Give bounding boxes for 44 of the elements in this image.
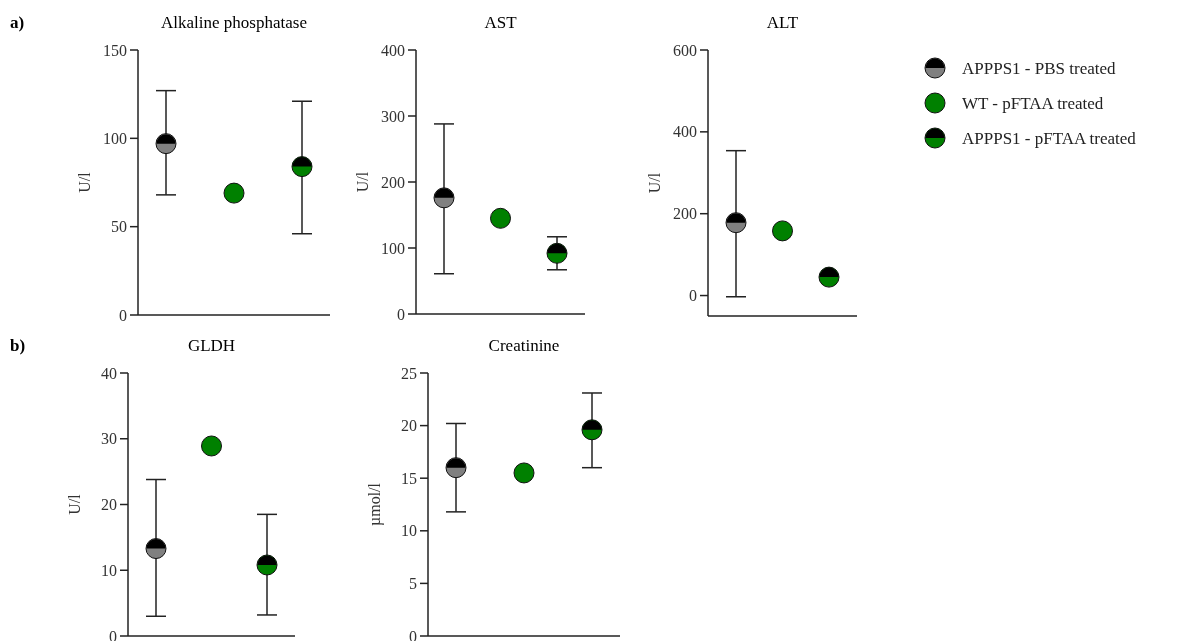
y-tick-label: 0	[689, 287, 697, 305]
y-axis-title: U/l	[76, 171, 93, 193]
y-tick-label: 600	[673, 41, 697, 59]
y-tick-label: 150	[103, 41, 127, 59]
y-axis-title: U/l	[646, 172, 663, 194]
text: b)	[10, 336, 26, 355]
y-tick-label: 50	[111, 218, 127, 236]
y-tick-label: 100	[103, 129, 127, 147]
chart-title: Alkaline phosphatase	[161, 13, 307, 32]
y-tick-label: 0	[397, 305, 405, 323]
point	[490, 207, 511, 229]
y-tick-label: 25	[401, 364, 417, 382]
chart-title: AST	[484, 13, 518, 32]
y-tick-label: 20	[401, 417, 417, 435]
y-tick-label: 15	[401, 469, 417, 487]
y-tick-label: 200	[381, 173, 405, 191]
y-tick-label: 5	[409, 575, 417, 592]
point	[223, 182, 245, 204]
chart-title: ALT	[766, 13, 799, 32]
legend-label: APPPS1 - PBS treated	[962, 58, 1116, 78]
text: a)	[10, 13, 25, 32]
y-tick-label: 0	[119, 306, 127, 324]
point	[513, 462, 535, 484]
y-tick-label: 0	[109, 627, 117, 641]
chart-title: Creatinine	[488, 336, 560, 355]
y-tick-label: 400	[381, 41, 405, 59]
point	[201, 435, 222, 457]
legend-label: WT - pFTAA treated	[962, 93, 1104, 113]
y-tick-label: 200	[673, 205, 697, 223]
legend-label: APPPS1 - pFTAA treated	[962, 128, 1137, 148]
y-tick-label: 10	[401, 522, 417, 540]
chart-title: GLDH	[187, 336, 236, 355]
y-tick-label: 20	[101, 496, 117, 514]
y-tick-label: 40	[101, 364, 117, 382]
y-tick-label: 0	[409, 627, 417, 641]
y-axis-title: µmol/l	[366, 482, 384, 526]
y-axis-title: U/l	[354, 171, 371, 193]
y-tick-label: 30	[101, 430, 117, 448]
y-axis-title: U/l	[66, 493, 83, 515]
y-tick-label: 10	[101, 561, 117, 579]
point	[772, 220, 793, 242]
y-tick-label: 100	[381, 239, 405, 257]
y-tick-label: 300	[381, 107, 405, 125]
y-tick-label: 400	[673, 123, 697, 141]
